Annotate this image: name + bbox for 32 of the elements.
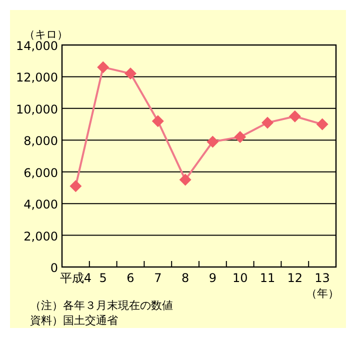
point bbox=[70, 180, 82, 192]
x-tick-label: 11 bbox=[260, 271, 276, 285]
x-tick-label: 13 bbox=[314, 271, 330, 285]
point bbox=[152, 115, 164, 128]
x-tick-label: 12 bbox=[287, 271, 303, 285]
y-axis-title: （キロ） bbox=[24, 28, 68, 41]
y-tick-label: 14,000 bbox=[16, 39, 58, 53]
point bbox=[124, 68, 136, 80]
y-tick-label: 0 bbox=[50, 261, 58, 275]
x-tick-label: 6 bbox=[126, 271, 134, 285]
text: （注）各年３月末現在の数値 bbox=[30, 299, 173, 312]
y-tick-label: 8,000 bbox=[24, 134, 58, 148]
x-tick-label: 平成4 bbox=[60, 271, 92, 285]
point bbox=[288, 110, 301, 122]
x-axis-title: （年） bbox=[306, 287, 339, 300]
point bbox=[97, 61, 110, 74]
point bbox=[179, 174, 192, 186]
y-tick-label: 4,000 bbox=[24, 198, 58, 212]
y-tick-label: 6,000 bbox=[24, 166, 58, 180]
text: 資料）国土交通省 bbox=[30, 314, 118, 327]
x-tick-label: 7 bbox=[154, 271, 162, 285]
point bbox=[316, 118, 328, 130]
x-tick-label: 5 bbox=[99, 271, 107, 285]
x-tick-label: 9 bbox=[208, 271, 217, 285]
x-tick-label: 10 bbox=[232, 271, 248, 285]
y-tick-label: 10,000 bbox=[16, 102, 58, 116]
y-tick-label: 12,000 bbox=[16, 70, 58, 85]
point bbox=[234, 130, 246, 143]
y-tick-label: 2,000 bbox=[24, 229, 58, 244]
point bbox=[262, 116, 274, 129]
x-tick-label: 8 bbox=[181, 271, 190, 285]
point bbox=[206, 136, 219, 148]
